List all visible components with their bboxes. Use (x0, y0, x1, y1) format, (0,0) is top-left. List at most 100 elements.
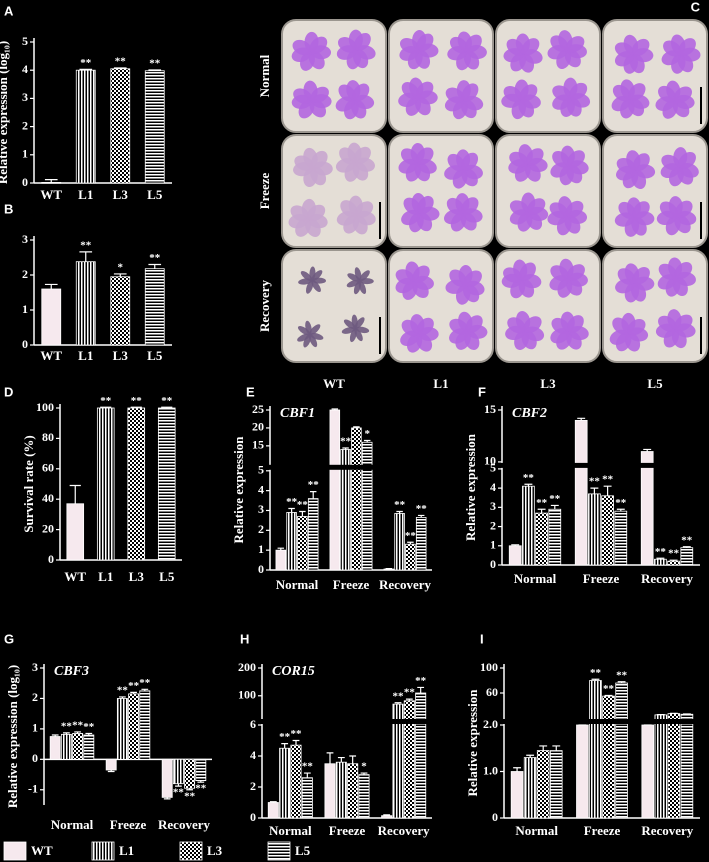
bar (139, 690, 151, 760)
x-tick-label: L3 (113, 187, 129, 202)
leaf (310, 86, 329, 103)
leaf (355, 201, 374, 218)
significance: ** (131, 395, 143, 407)
leaf (566, 264, 585, 281)
leaf (297, 326, 311, 336)
significance: * (361, 761, 367, 773)
error-bar (44, 283, 58, 289)
column-label: L3 (540, 376, 556, 391)
panel-label: I (480, 631, 484, 646)
error-bar (617, 681, 626, 683)
leaf (417, 195, 434, 215)
row-label: Freeze (257, 172, 272, 209)
bar (576, 724, 589, 819)
significance: ** (405, 530, 417, 542)
y-tick-label: 1 (22, 302, 28, 316)
significance: ** (184, 790, 196, 802)
leaf (343, 319, 356, 330)
significance: ** (128, 680, 140, 692)
bar (522, 485, 535, 566)
error-bar (44, 179, 58, 183)
row-label: Normal (257, 54, 272, 97)
legend-swatch (3, 841, 27, 861)
y-tick-label: 5 (22, 34, 28, 48)
bar (161, 758, 173, 798)
y-tick-label: 2 (22, 118, 28, 132)
leaf (354, 32, 371, 51)
x-tick-label: Normal (515, 823, 558, 838)
error-bar (100, 406, 112, 408)
error-bar (603, 485, 612, 496)
leaf (678, 151, 696, 169)
significance: ** (603, 683, 615, 695)
y-tick-label: 2 (490, 518, 496, 532)
bar (403, 700, 415, 819)
y-axis-label: Relative expression (log₁₀) (5, 665, 20, 808)
error-bar (113, 273, 127, 277)
seedlings (297, 266, 374, 348)
x-tick-label: L5 (147, 348, 163, 363)
bar (667, 560, 680, 566)
seedlings (398, 142, 483, 233)
error-bar (161, 406, 173, 408)
seedlings (611, 34, 701, 119)
significance: ** (681, 534, 693, 546)
x-tick-label: Freeze (583, 571, 620, 586)
leaf (628, 83, 646, 101)
leaf (526, 148, 544, 166)
bar (75, 261, 96, 346)
bar (536, 750, 550, 819)
leaf (464, 270, 482, 288)
bar (290, 744, 302, 819)
leaf (303, 334, 312, 348)
panel-label: C (691, 0, 701, 14)
error-bar (396, 510, 403, 514)
error-bar (107, 769, 115, 773)
photo-tile (281, 249, 387, 363)
panel-label: F (478, 384, 486, 399)
leaf (416, 147, 434, 165)
error-bar (119, 696, 126, 699)
leaf (352, 83, 370, 102)
significance: ** (80, 57, 92, 69)
y-tick-label: 4 (258, 482, 264, 496)
bar (195, 758, 207, 782)
bar (144, 268, 165, 346)
leaf (627, 319, 646, 336)
bar (83, 734, 95, 760)
significance: ** (139, 677, 151, 689)
error-bar (331, 408, 339, 410)
y-tick-label: 1 (22, 147, 28, 161)
y-tick-label: 80 (42, 430, 54, 444)
error-bar (163, 797, 171, 800)
x-tick-label: L1 (98, 569, 113, 584)
error-bar (292, 739, 300, 746)
y-tick-label: 2.0 (483, 717, 498, 731)
bar (267, 802, 279, 819)
y-tick-label: 15 (252, 438, 264, 452)
x-tick-label: WT (64, 569, 86, 584)
y-tick-label: 4 (250, 748, 256, 762)
bar (41, 288, 62, 346)
leaf (416, 33, 434, 52)
bar (358, 774, 370, 819)
y-tick-label: 60 (42, 461, 54, 475)
leaf (465, 34, 482, 53)
error-bar (616, 508, 625, 512)
bar (394, 513, 405, 571)
bar (128, 693, 140, 760)
significance: ** (83, 721, 95, 733)
error-bar (550, 504, 559, 510)
significance: ** (72, 719, 84, 731)
error-bar (417, 686, 425, 693)
error-bar (63, 732, 70, 735)
y-tick-label: 3 (22, 232, 28, 246)
bar (116, 698, 128, 760)
panel-label: D (4, 384, 13, 399)
column-label: WT (323, 376, 345, 391)
bar (144, 70, 165, 184)
seedlings (398, 30, 487, 120)
bar (508, 545, 522, 566)
bar (588, 493, 601, 566)
